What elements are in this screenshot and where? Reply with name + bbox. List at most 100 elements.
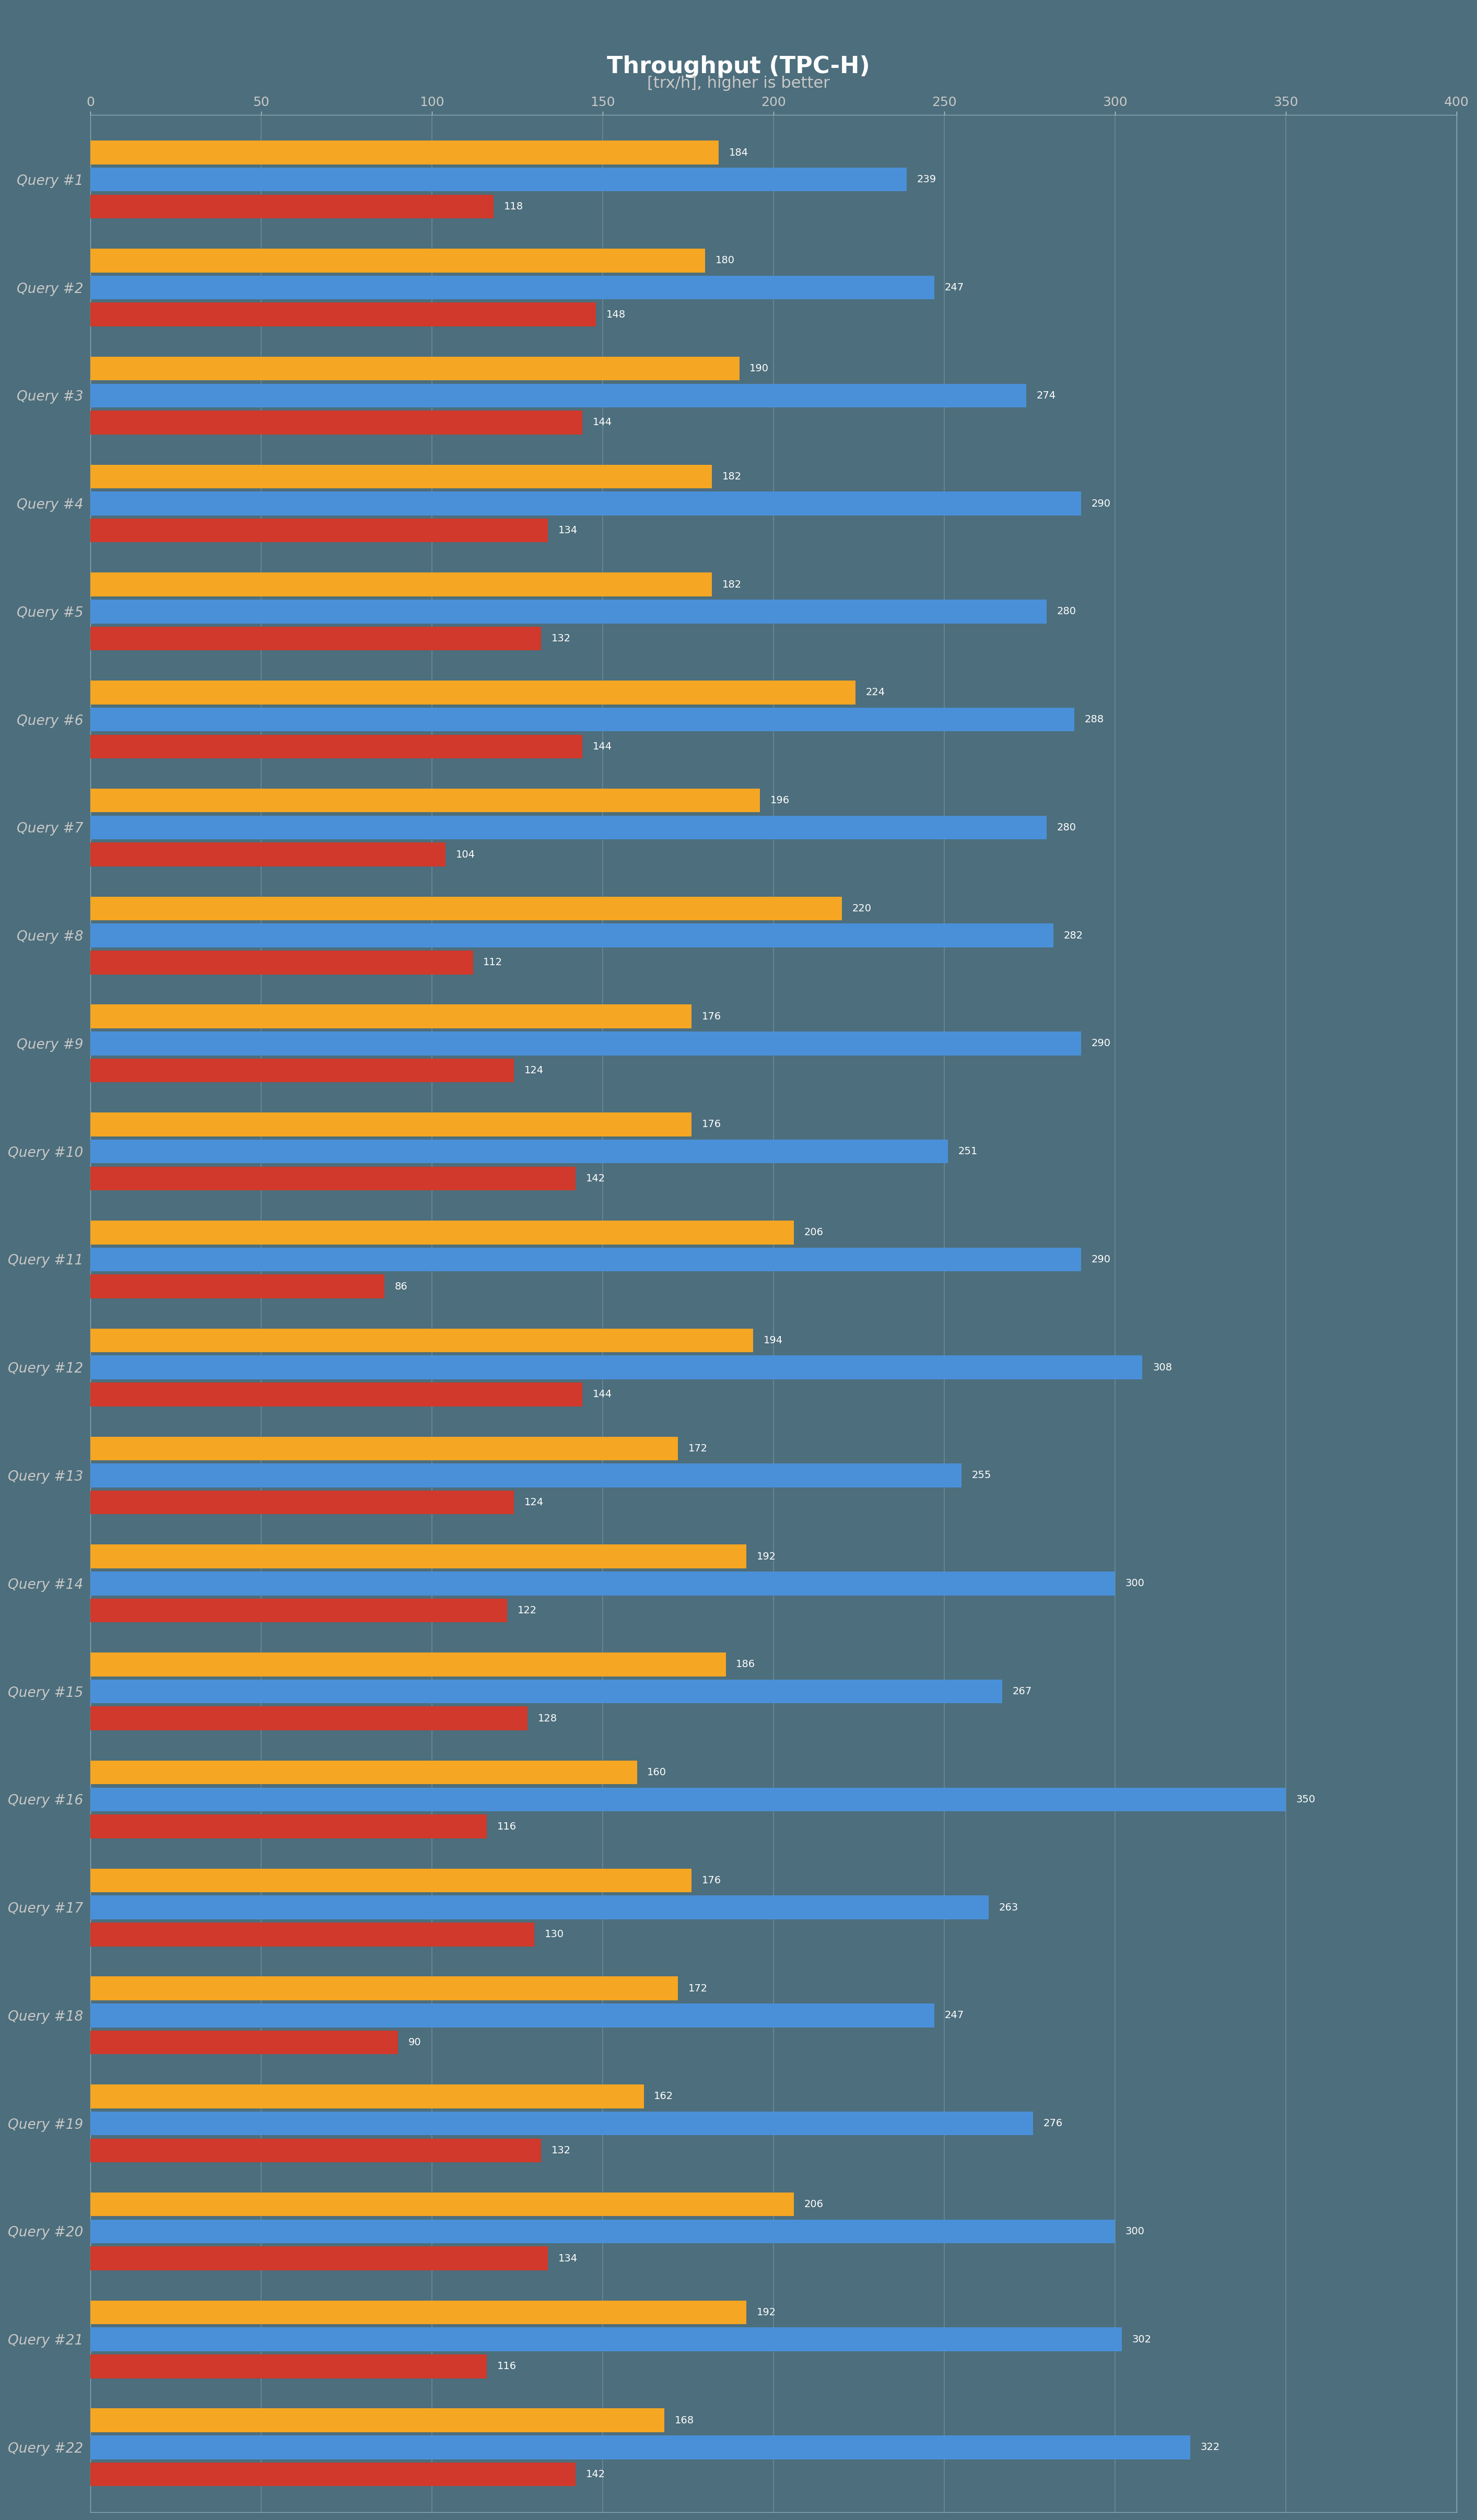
Text: 134: 134 (558, 2253, 578, 2263)
Text: 300: 300 (1125, 1578, 1145, 1588)
Text: 122: 122 (517, 1605, 536, 1615)
Text: 280: 280 (1058, 822, 1077, 832)
Text: 282: 282 (1063, 930, 1083, 940)
Text: 116: 116 (496, 2361, 517, 2371)
Bar (90, 2245, 548, 2271)
Text: 276: 276 (1043, 2119, 1063, 2129)
Text: 124: 124 (524, 1497, 544, 1507)
Bar (90, 1787, 1286, 1812)
Text: 247: 247 (944, 282, 963, 292)
Text: 302: 302 (1133, 2334, 1152, 2344)
Bar (90, 1328, 753, 1353)
Bar (90, 2354, 486, 2379)
Text: 86: 86 (394, 1283, 408, 1290)
Text: 172: 172 (688, 1983, 707, 1993)
Bar (90, 464, 712, 489)
Bar (90, 1706, 527, 1731)
Bar (90, 2434, 1190, 2460)
Text: 194: 194 (764, 1336, 783, 1346)
Text: 182: 182 (722, 471, 741, 481)
Text: 184: 184 (730, 149, 749, 156)
Bar (90, 141, 719, 164)
Bar (90, 1383, 582, 1406)
Bar (90, 2139, 541, 2162)
Text: 255: 255 (972, 1472, 991, 1479)
Text: 160: 160 (647, 1767, 666, 1777)
Bar (90, 1436, 678, 1459)
Bar (90, 2328, 1123, 2351)
Bar (90, 2301, 746, 2323)
Text: 267: 267 (1013, 1686, 1032, 1696)
Bar (90, 1031, 1081, 1056)
Text: 192: 192 (756, 1552, 775, 1562)
Text: 274: 274 (1037, 391, 1056, 401)
Bar (90, 2192, 795, 2215)
Text: 247: 247 (944, 2011, 963, 2021)
Bar (90, 2031, 397, 2054)
Text: 132: 132 (551, 633, 572, 643)
Text: Throughput (TPC-H): Throughput (TPC-H) (607, 55, 870, 78)
Bar (90, 950, 473, 975)
Bar (90, 1005, 691, 1028)
Text: 290: 290 (1092, 1038, 1111, 1048)
Bar (90, 1247, 1081, 1270)
Text: 290: 290 (1092, 1255, 1111, 1265)
Text: 196: 196 (770, 796, 790, 806)
Bar (90, 2003, 933, 2026)
Text: 239: 239 (917, 174, 936, 184)
Text: 104: 104 (456, 849, 476, 859)
Text: 206: 206 (805, 2200, 824, 2210)
Text: 124: 124 (524, 1066, 544, 1076)
Bar (90, 1464, 962, 1487)
Bar (90, 736, 582, 759)
Text: 182: 182 (722, 580, 741, 590)
Bar (90, 2112, 1032, 2134)
Text: 206: 206 (805, 1227, 824, 1237)
Bar (90, 1114, 691, 1137)
Text: [trx/h], higher is better: [trx/h], higher is better (647, 76, 830, 91)
Bar (90, 1678, 1003, 1704)
Text: 290: 290 (1092, 499, 1111, 509)
Text: 144: 144 (592, 1389, 611, 1399)
Bar (90, 194, 493, 219)
Text: 300: 300 (1125, 2228, 1145, 2235)
Bar (90, 383, 1027, 408)
Text: 144: 144 (592, 418, 611, 428)
Text: 176: 176 (702, 1875, 721, 1885)
Bar (90, 680, 855, 706)
Text: 118: 118 (504, 202, 523, 212)
Bar (90, 2462, 576, 2487)
Bar (90, 1867, 691, 1893)
Bar (90, 1489, 514, 1515)
Text: 142: 142 (586, 1174, 606, 1184)
Text: 142: 142 (586, 2470, 606, 2480)
Bar (90, 789, 759, 811)
Text: 112: 112 (483, 958, 502, 968)
Bar (90, 249, 705, 272)
Text: 144: 144 (592, 741, 611, 751)
Text: 90: 90 (408, 2039, 421, 2046)
Bar (90, 2084, 644, 2109)
Bar (90, 1653, 725, 1676)
Bar (90, 1220, 795, 1245)
Bar (90, 842, 446, 867)
Bar (90, 519, 548, 542)
Bar (90, 1976, 678, 2001)
Bar (90, 1545, 746, 1567)
Text: 172: 172 (688, 1444, 707, 1454)
Text: 148: 148 (606, 310, 626, 320)
Bar (90, 1895, 988, 1920)
Bar (90, 1923, 535, 1945)
Text: 224: 224 (866, 688, 885, 698)
Bar (90, 1572, 1115, 1595)
Bar (90, 302, 595, 328)
Text: 280: 280 (1058, 607, 1077, 617)
Text: 134: 134 (558, 527, 578, 534)
Text: 176: 176 (702, 1011, 721, 1021)
Text: 180: 180 (715, 255, 736, 265)
Text: 288: 288 (1084, 716, 1103, 723)
Bar (90, 411, 582, 433)
Text: 168: 168 (675, 2414, 694, 2424)
Bar (90, 1814, 486, 1837)
Bar (90, 627, 541, 650)
